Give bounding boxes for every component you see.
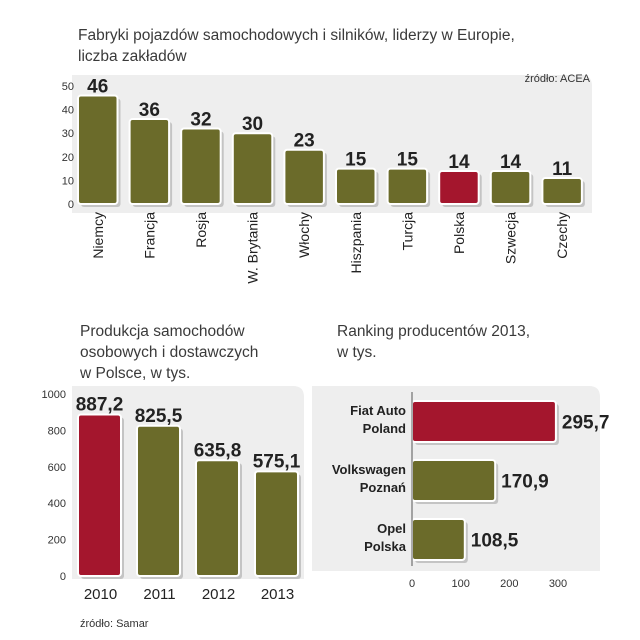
factories-category-niemcy: Niemcy — [90, 212, 106, 259]
ranking-x-tick-0: 0 — [409, 578, 415, 590]
production-value-2013: 575,1 — [253, 451, 301, 472]
production-category-2013: 2013 — [261, 586, 294, 603]
factories-bar-w-brytania — [231, 132, 274, 205]
factories-bars — [77, 94, 583, 206]
factories-source: źródło: ACEA — [525, 73, 591, 85]
ranking-bar-opel — [411, 518, 466, 561]
production-bar-2013 — [254, 470, 299, 577]
ranking-category-fiat-auto-line-1: Fiat Auto — [350, 403, 406, 418]
factories-chart: Fabryki pojazdów samochodowych i silnikó… — [62, 27, 592, 284]
production-value-2010: 887,2 — [76, 395, 124, 416]
ranking-value-volkswagen: 170,9 — [501, 472, 549, 493]
production-y-tick-1000: 1000 — [42, 389, 66, 401]
factories-category-w-ochy: Włochy — [296, 212, 312, 258]
factories-value-hiszpania: 15 — [345, 150, 367, 171]
factories-y-tick-0: 0 — [68, 199, 74, 211]
ranking-x-tick-100: 100 — [451, 578, 469, 590]
factories-bar-rosja — [180, 127, 222, 205]
factories-value-turcja: 15 — [397, 150, 419, 171]
production-y-tick-800: 800 — [48, 425, 66, 437]
production-title-line-1: Produkcja samochodów — [80, 323, 245, 340]
production-panel — [72, 386, 304, 579]
ranking-category-volkswagen-line-2: Poznań — [360, 480, 406, 495]
ranking-title-line-1: Ranking producentów 2013, — [337, 323, 530, 340]
factories-value-rosja: 32 — [190, 109, 211, 130]
factories-category-turcja: Turcja — [399, 212, 415, 251]
factories-category-rosja: Rosja — [193, 212, 209, 248]
factories-y-tick-50: 50 — [62, 81, 74, 93]
factories-bar-czechy — [541, 177, 583, 205]
ranking-title-line-2: w tys. — [336, 344, 377, 361]
factories-bar-turcja — [386, 167, 429, 206]
production-category-2010: 2010 — [84, 586, 117, 603]
production-y-tick-600: 600 — [48, 462, 66, 474]
factories-value-w-brytania: 30 — [242, 114, 263, 135]
production-bar-2011 — [136, 424, 181, 577]
ranking-value-opel: 108,5 — [471, 531, 519, 552]
production-y-tick-0: 0 — [60, 571, 66, 583]
factories-bar-polska — [438, 169, 480, 206]
production-category-2012: 2012 — [202, 586, 235, 603]
ranking-value-fiat-auto: 295,7 — [562, 413, 610, 434]
factories-value-w-ochy: 23 — [294, 131, 315, 152]
production-value-2012: 635,8 — [194, 440, 242, 461]
ranking-chart: Ranking producentów 2013, w tys. 295,7 17… — [312, 323, 609, 590]
factories-y-tick-20: 20 — [62, 152, 74, 164]
factories-bar-niemcy — [77, 94, 119, 205]
factories-value-labels: 46 36 32 30 23 15 15 14 14 11 — [87, 76, 572, 180]
ranking-category-labels: Fiat Auto Poland Volkswagen Poznań Opel Polsk… — [332, 403, 407, 554]
production-value-2011: 825,5 — [135, 406, 183, 427]
factories-value-niemcy: 46 — [87, 76, 108, 97]
production-bar-2012 — [195, 459, 240, 577]
factories-y-axis: 0 10 20 30 40 50 — [62, 81, 74, 211]
production-y-axis: 0 200 400 600 800 1000 — [42, 389, 66, 583]
factories-category-polska: Polska — [451, 212, 467, 254]
ranking-category-fiat-auto-line-2: Poland — [363, 421, 406, 436]
factories-title-line-1: Fabryki pojazdów samochodowych i silnikó… — [78, 27, 515, 44]
factories-title-line-2: liczba zakładów — [78, 48, 187, 65]
ranking-bar-volkswagen — [411, 459, 497, 502]
factories-bar-w-ochy — [283, 148, 325, 205]
factories-value-szwecja: 14 — [500, 152, 522, 173]
ranking-x-tick-200: 200 — [500, 578, 518, 590]
production-title-line-3: w Polsce, w tys. — [79, 365, 190, 382]
production-y-tick-400: 400 — [48, 498, 66, 510]
factories-value-czechy: 11 — [552, 159, 573, 180]
factories-value-francja: 36 — [139, 100, 160, 121]
factories-y-tick-10: 10 — [62, 175, 74, 187]
production-value-labels: 887,2 825,5 635,8 575,1 — [76, 395, 301, 473]
production-category-labels: 2010 2011 2012 2013 — [84, 586, 294, 603]
production-source: źródło: Samar — [80, 618, 149, 630]
production-bar-2010 — [77, 413, 122, 577]
production-bars — [77, 413, 299, 577]
ranking-x-axis: 0 100 200 300 — [409, 392, 567, 590]
factories-category-w-brytania: W. Brytania — [245, 212, 261, 284]
factories-bar-francja — [128, 118, 171, 205]
production-chart: Produkcja samochodów osobowych i dostawc… — [42, 323, 304, 630]
factories-y-tick-30: 30 — [62, 128, 74, 140]
ranking-category-opel-line-1: Opel — [377, 521, 406, 536]
factories-category-francja: Francja — [141, 212, 157, 259]
factories-category-hiszpania: Hiszpania — [348, 212, 364, 274]
production-y-tick-200: 200 — [48, 535, 66, 547]
production-category-2011: 2011 — [143, 586, 175, 603]
ranking-x-tick-300: 300 — [549, 578, 567, 590]
factories-category-labels: Niemcy Francja Rosja W. Brytania Włochy Hiszp… — [90, 212, 570, 284]
factories-bar-szwecja — [489, 169, 532, 206]
ranking-category-opel-line-2: Polska — [364, 539, 407, 554]
factories-bar-hiszpania — [335, 167, 377, 206]
ranking-bars — [411, 400, 557, 561]
production-title-line-2: osobowych i dostawczych — [80, 344, 258, 361]
ranking-bar-fiat-auto — [411, 400, 557, 443]
factories-value-polska: 14 — [448, 152, 470, 173]
ranking-value-labels: 295,7 170,9 108,5 — [471, 413, 610, 552]
factories-y-tick-40: 40 — [62, 105, 74, 117]
factories-category-czechy: Czechy — [554, 212, 570, 259]
ranking-category-volkswagen-line-1: Volkswagen — [332, 462, 406, 477]
factories-category-szwecja: Szwecja — [503, 212, 519, 264]
